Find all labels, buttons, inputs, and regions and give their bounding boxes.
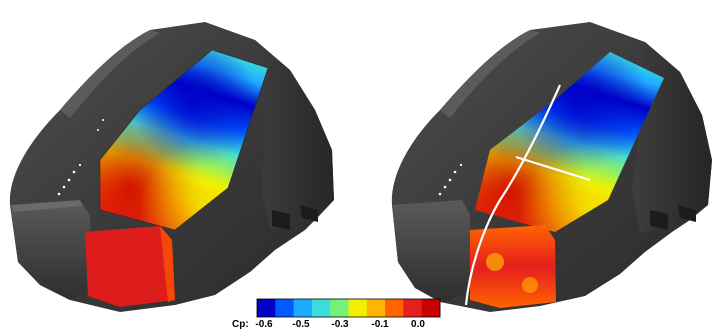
left-vehicle-model — [9, 22, 335, 312]
colorbar-swatch — [366, 299, 386, 317]
colorbar-swatch — [275, 299, 294, 317]
right-vehicle-model — [391, 22, 712, 312]
colorbar-swatch — [385, 299, 404, 317]
colorbar-border — [256, 298, 441, 318]
right-split-lines — [464, 84, 591, 306]
left-side-panel — [255, 40, 334, 230]
colorbar-swatch — [311, 299, 331, 317]
colorbar-swatch — [330, 299, 349, 317]
colorbar-swatch — [293, 299, 313, 317]
right-front-bumper — [392, 200, 472, 302]
colorbar-swatch — [403, 299, 423, 317]
left-front-cp-patch — [85, 226, 175, 307]
colorbar-swatch — [421, 299, 441, 317]
colorbar-swatch — [348, 299, 368, 317]
left-front-bumper — [10, 200, 92, 300]
colorbar-swatch — [257, 299, 276, 317]
cp-colorbar — [256, 298, 441, 318]
